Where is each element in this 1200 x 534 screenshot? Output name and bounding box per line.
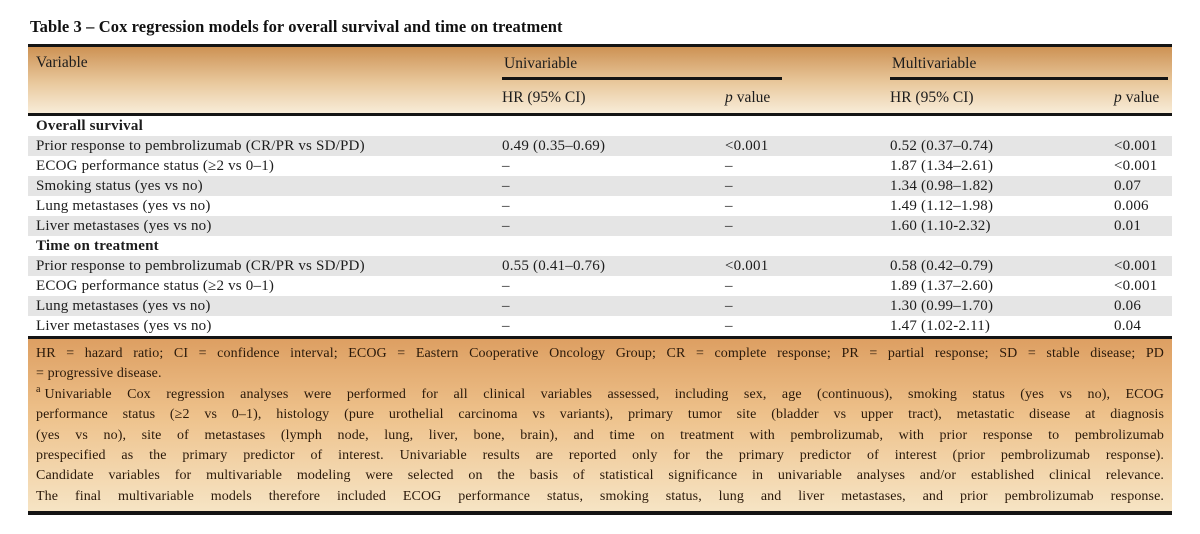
- univariable-hr-value: –: [502, 218, 510, 234]
- footnote-abbreviations-line-2: = progressive disease.: [36, 366, 162, 382]
- table-header: Variable Univariable Multivariable HR (9…: [28, 47, 1172, 113]
- multivariable-p-value: <0.001: [1114, 278, 1158, 294]
- body-rule: [28, 336, 1172, 339]
- multivariable-group-underline: Multivariable: [890, 47, 1168, 80]
- p-label-italic: p: [725, 88, 733, 106]
- row-variable: Lung metastases (yes vs no): [36, 298, 211, 314]
- footnote-a-line-2: performance status (≥2 vs 0–1), histolog…: [36, 407, 1164, 423]
- p-label-italic: p: [1114, 88, 1122, 106]
- table-row: Smoking status (yes vs no) – – 1.34 (0.9…: [28, 176, 1172, 196]
- section-label: Time on treatment: [36, 238, 159, 254]
- p-label-rest: value: [1125, 88, 1160, 106]
- bottom-rule: [28, 511, 1172, 516]
- column-header-univariable-p: p value: [723, 80, 888, 113]
- p-label-rest: value: [736, 88, 771, 106]
- table-row: ECOG performance status (≥2 vs 0–1) – – …: [28, 276, 1172, 296]
- column-group-multivariable: Multivariable: [888, 47, 1172, 80]
- header-spacer: [28, 80, 500, 113]
- table-row: Liver metastases (yes vs no) – – 1.47 (1…: [28, 316, 1172, 336]
- column-header-variable: Variable: [36, 54, 88, 71]
- univariable-p-value: –: [725, 178, 733, 194]
- footnote-abbreviations-line-1: HR = hazard ratio; CI = confidence inter…: [36, 346, 1164, 361]
- column-header-multivariable-p: p value: [1112, 80, 1172, 113]
- table-row: Prior response to pembrolizumab (CR/PR v…: [28, 136, 1172, 156]
- column-header-multivariable-hr: HR (95% CI): [890, 88, 974, 106]
- multivariable-hr-value: 1.30 (0.99–1.70): [890, 298, 994, 314]
- multivariable-p-value: 0.07: [1114, 178, 1142, 194]
- footnote-a-line-1: a Univariable Cox regression analyses wer…: [36, 385, 1164, 405]
- univariable-p-value: <0.001: [725, 258, 769, 274]
- multivariable-hr-value: 0.52 (0.37–0.74): [890, 138, 994, 154]
- section-label: Overall survival: [36, 118, 143, 134]
- row-variable: Liver metastases (yes vs no): [36, 218, 212, 234]
- univariable-hr-value: 0.49 (0.35–0.69): [502, 138, 606, 154]
- multivariable-p-value: <0.001: [1114, 138, 1158, 154]
- univariable-p-value: –: [725, 318, 733, 334]
- univariable-hr-value: 0.55 (0.41–0.76): [502, 258, 606, 274]
- footnote-a-line-5: Candidate variables for multivariable mo…: [36, 468, 1164, 484]
- multivariable-hr-value: 1.49 (1.12–1.98): [890, 198, 994, 214]
- multivariable-p-value: 0.06: [1114, 298, 1142, 314]
- multivariable-hr-value: 0.58 (0.42–0.79): [890, 258, 994, 274]
- univariable-p-value: –: [725, 198, 733, 214]
- row-variable: ECOG performance status (≥2 vs 0–1): [36, 278, 275, 294]
- univariable-hr-value: –: [502, 158, 510, 174]
- multivariable-group-label: Multivariable: [892, 55, 977, 72]
- multivariable-p-value: 0.04: [1114, 318, 1142, 334]
- univariable-p-value: –: [725, 218, 733, 234]
- table-body: Overall survival Prior response to pembr…: [28, 116, 1172, 336]
- section-row-time-on-treatment: Time on treatment: [28, 236, 1172, 256]
- multivariable-p-value: <0.001: [1114, 158, 1158, 174]
- table-row: Prior response to pembrolizumab (CR/PR v…: [28, 256, 1172, 276]
- univariable-p-value: –: [725, 298, 733, 314]
- univariable-hr-value: –: [502, 298, 510, 314]
- multivariable-p-value: 0.006: [1114, 198, 1149, 214]
- multivariable-p-value: 0.01: [1114, 218, 1142, 234]
- table-row: Lung metastases (yes vs no) – – 1.30 (0.…: [28, 296, 1172, 316]
- multivariable-hr-value: 1.89 (1.37–2.60): [890, 278, 994, 294]
- footnote-marker-a: a: [36, 384, 41, 396]
- table-title: Table 3 – Cox regression models for over…: [30, 17, 563, 36]
- univariable-group-label: Univariable: [504, 55, 578, 72]
- multivariable-hr-value: 1.47 (1.02-2.11): [890, 318, 991, 334]
- footnote-a-line-4: prespecified as the primary predictor of…: [36, 448, 1164, 464]
- univariable-group-underline: Univariable: [502, 47, 782, 80]
- univariable-p-value: <0.001: [725, 138, 769, 154]
- multivariable-p-value: <0.001: [1114, 258, 1158, 274]
- multivariable-hr-value: 1.60 (1.10-2.32): [890, 218, 991, 234]
- row-variable: Smoking status (yes vs no): [36, 178, 203, 194]
- row-variable: Liver metastases (yes vs no): [36, 318, 212, 334]
- header-sub-row: HR (95% CI) p value HR (95% CI) p value: [28, 80, 1172, 113]
- table-row: Lung metastases (yes vs no) – – 1.49 (1.…: [28, 196, 1172, 216]
- univariable-hr-value: –: [502, 318, 510, 334]
- multivariable-hr-value: 1.87 (1.34–2.61): [890, 158, 994, 174]
- section-row-overall-survival: Overall survival: [28, 116, 1172, 136]
- univariable-hr-value: –: [502, 278, 510, 294]
- table-footnotes: HR = hazard ratio; CI = confidence inter…: [28, 339, 1172, 512]
- univariable-p-value: –: [725, 158, 733, 174]
- column-header-univariable-hr: HR (95% CI): [502, 88, 586, 106]
- footnote-a-line-6: The final multivariable models therefore…: [36, 488, 1164, 504]
- footnote-a-text: Univariable Cox regression analyses were…: [44, 386, 1164, 402]
- row-variable: Prior response to pembrolizumab (CR/PR v…: [36, 138, 365, 154]
- row-variable: Prior response to pembrolizumab (CR/PR v…: [36, 258, 365, 274]
- header-rule: [28, 113, 1172, 116]
- table-row: Liver metastases (yes vs no) – – 1.60 (1…: [28, 216, 1172, 236]
- row-variable: Lung metastases (yes vs no): [36, 198, 211, 214]
- univariable-hr-value: –: [502, 178, 510, 194]
- title-rule: [28, 44, 1172, 47]
- table-row: ECOG performance status (≥2 vs 0–1) – – …: [28, 156, 1172, 176]
- multivariable-hr-value: 1.34 (0.98–1.82): [890, 178, 994, 194]
- footnote-a-line-3: (yes vs no), site of metastases (lymph n…: [36, 427, 1164, 443]
- univariable-p-value: –: [725, 278, 733, 294]
- row-variable: ECOG performance status (≥2 vs 0–1): [36, 158, 275, 174]
- column-group-univariable: Univariable: [500, 47, 888, 80]
- univariable-hr-value: –: [502, 198, 510, 214]
- header-group-row: Variable Univariable Multivariable: [28, 47, 1172, 80]
